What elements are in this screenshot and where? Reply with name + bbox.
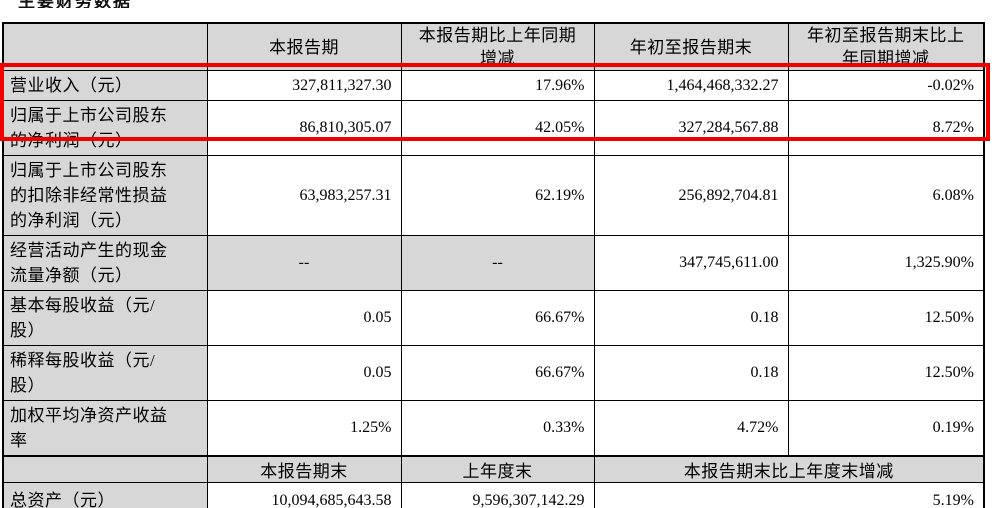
value-cell: 66.67% <box>400 345 595 401</box>
value-cell-dash: -- <box>206 235 402 291</box>
table-row: 稀释每股收益（元/股） 0.05 66.67% 0.18 12.50% <box>2 345 985 401</box>
financial-summary-table: 本报告期 本报告期比上年同期增减 年初至报告期末 年初至报告期末比上年同期增减 … <box>2 22 985 508</box>
table-row: 归属于上市公司股东的净利润（元） 86,810,305.07 42.05% 32… <box>2 100 985 156</box>
header-ytd-yoy-change: 年初至报告期末比上年同期增减 <box>787 22 985 71</box>
table-row: 经营活动产生的现金流量净额（元） -- -- 347,745,611.00 1,… <box>2 235 985 291</box>
value-cell: 17.96% <box>400 70 595 101</box>
value-cell: 66.67% <box>400 290 595 346</box>
row-label-weighted-avg-roe: 加权平均净资产收益率 <box>2 400 208 457</box>
value-cell: 327,811,327.30 <box>206 70 402 101</box>
table-header-period: 本报告期 本报告期比上年同期增减 年初至报告期末 年初至报告期末比上年同期增减 <box>2 22 985 71</box>
value-cell: 12.50% <box>787 345 985 401</box>
financial-table-wrap: 本报告期 本报告期比上年同期增减 年初至报告期末 年初至报告期末比上年同期增减 … <box>2 22 985 508</box>
value-cell: 1,464,468,332.27 <box>593 70 789 101</box>
table-row: 总资产（元） 10,094,685,643.58 9,596,307,142.2… <box>2 482 985 508</box>
table-header-yearend: 本报告期末 上年度末 本报告期末比上年度末增减 <box>2 455 985 483</box>
header-change-vs-last-yearend: 本报告期末比上年度末增减 <box>593 455 985 483</box>
table-row: 基本每股收益（元/股） 0.05 66.67% 0.18 12.50% <box>2 290 985 346</box>
value-cell: 10,094,685,643.58 <box>206 482 402 508</box>
row-label-basic-eps: 基本每股收益（元/股） <box>2 290 208 346</box>
header-blank-cell <box>2 455 208 483</box>
row-label-revenue: 营业收入（元） <box>2 70 208 101</box>
table-row: 归属于上市公司股东的扣除非经常性损益的净利润（元） 63,983,257.31 … <box>2 155 985 236</box>
value-cell: 256,892,704.81 <box>593 155 789 236</box>
header-end-of-last-year: 上年度末 <box>400 455 595 483</box>
value-cell: -0.02% <box>787 70 985 101</box>
value-cell: 6.08% <box>787 155 985 236</box>
row-label-total-assets: 总资产（元） <box>2 482 208 508</box>
value-cell: 0.18 <box>593 290 789 346</box>
table-row: 营业收入（元） 327,811,327.30 17.96% 1,464,468,… <box>2 70 985 101</box>
value-cell: 9,596,307,142.29 <box>400 482 595 508</box>
row-label-operating-cash-flow: 经营活动产生的现金流量净额（元） <box>2 235 208 291</box>
value-cell: 0.19% <box>787 400 985 457</box>
value-cell-dash: -- <box>400 235 595 291</box>
value-cell: 0.05 <box>206 345 402 401</box>
value-cell: 8.72% <box>787 100 985 156</box>
value-cell: 0.18 <box>593 345 789 401</box>
row-label-diluted-eps: 稀释每股收益（元/股） <box>2 345 208 401</box>
value-cell: 86,810,305.07 <box>206 100 402 156</box>
header-current-period: 本报告期 <box>206 22 402 71</box>
row-label-net-profit: 归属于上市公司股东的净利润（元） <box>2 100 208 156</box>
value-cell: 4.72% <box>593 400 789 457</box>
row-label-net-profit-excl-nonrecurring: 归属于上市公司股东的扣除非经常性损益的净利润（元） <box>2 155 208 236</box>
value-cell: 62.19% <box>400 155 595 236</box>
table-row: 加权平均净资产收益率 1.25% 0.33% 4.72% 0.19% <box>2 400 985 457</box>
value-cell: 0.05 <box>206 290 402 346</box>
header-ytd: 年初至报告期末 <box>593 22 789 71</box>
header-blank-cell <box>2 22 208 71</box>
value-cell: 0.33% <box>400 400 595 457</box>
clipped-heading: 主要财务数据 <box>18 0 318 8</box>
clipped-heading-text: 主要财务数据 <box>18 0 318 8</box>
value-cell: 327,284,567.88 <box>593 100 789 156</box>
value-cell: 5.19% <box>593 482 985 508</box>
value-cell: 63,983,257.31 <box>206 155 402 236</box>
value-cell: 347,745,611.00 <box>593 235 789 291</box>
value-cell: 1,325.90% <box>787 235 985 291</box>
header-end-of-period: 本报告期末 <box>206 455 402 483</box>
header-yoy-change: 本报告期比上年同期增减 <box>400 22 595 71</box>
value-cell: 1.25% <box>206 400 402 457</box>
value-cell: 12.50% <box>787 290 985 346</box>
value-cell: 42.05% <box>400 100 595 156</box>
